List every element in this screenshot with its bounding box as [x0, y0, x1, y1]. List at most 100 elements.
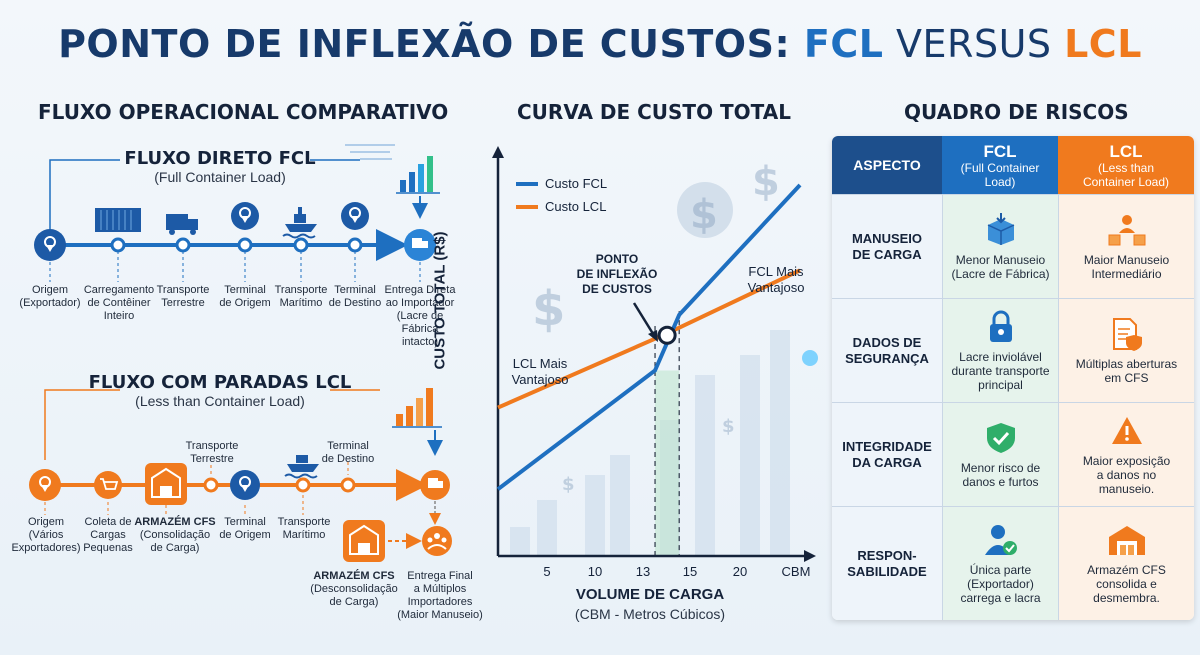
person-boxes-icon — [1108, 214, 1145, 245]
fcl-flow-subtitle: (Full Container Load) — [154, 169, 286, 185]
cell-fcl-handling: Menor Manuseio (Lacre de Fábrica) — [942, 194, 1058, 298]
lcl-node-truck — [203, 477, 219, 493]
lcl-node-ship — [295, 477, 311, 493]
svg-text:$: $ — [690, 192, 718, 238]
inflection-label: PONTO DE INFLEXÃO DE CUSTOS — [576, 252, 658, 296]
fcl-flow-heading: FLUXO DIRETO FCL (Full Container Load) — [100, 148, 340, 185]
lcl-step-label: Coleta de Cargas Pequenas — [83, 516, 133, 554]
lcl-step-label-sub: (Desconsolidação de Carga) — [310, 583, 398, 608]
lcl-pin-terminal-origin — [230, 470, 260, 500]
lcl-step-label-bold: ARMAZÉM CFS — [313, 570, 395, 582]
cell-text: Maior Manuseio Intermediário — [1083, 252, 1170, 281]
title-lcl: LCL — [1064, 22, 1142, 66]
cart-icon — [94, 471, 122, 499]
lcl-dropoff-node — [420, 470, 450, 500]
svg-text:$: $ — [562, 474, 575, 495]
lcl-step-label: Transporte Terrestre — [185, 440, 239, 465]
row-aspect-security: DADOS DE SEGURANÇA — [832, 298, 942, 402]
x-tick: CBM — [781, 564, 811, 579]
fcl-step-label: Terminal de Origem — [219, 284, 271, 309]
annotation-lcl: LCL Mais Vantajoso — [511, 356, 569, 387]
fcl-step-label: Transporte Terrestre — [156, 284, 210, 309]
cell-lcl-handling: Maior Manuseio Intermediário — [1058, 194, 1194, 298]
fcl-step-label: Origem (Exportador) — [19, 284, 81, 309]
fcl-origin-node — [34, 229, 66, 261]
x-tick: 20 — [732, 564, 748, 579]
cell-fcl-responsibility: Única parte (Exportador) carrega e lacra — [942, 506, 1058, 620]
header-lcl: LCL (Less than Container Load) — [1058, 136, 1194, 194]
x-axis-subtitle: (CBM - Metros Cúbicos) — [574, 606, 726, 622]
cell-text: Menor Manuseio (Lacre de Fábrica) — [951, 252, 1050, 281]
lcl-bars-icon — [392, 388, 443, 456]
fcl-node-ship — [293, 237, 309, 253]
lcl-step-label: ARMAZÉM CFS (Consolidação de Carga) — [130, 516, 220, 555]
header-fcl-title: FCL — [983, 141, 1017, 161]
title-fcl: FCL — [803, 22, 884, 66]
fcl-node-terminal-dest — [347, 237, 363, 253]
cell-lcl-integrity: Maior exposição a danos no manuseio. — [1058, 402, 1194, 506]
row-aspect-integrity: INTEGRIDADE DA CARGA — [832, 402, 942, 506]
cell-fcl-security: Lacre inviolável durante transporte prin… — [942, 298, 1058, 402]
lcl-step-label: Origem (Vários Exportadores) — [11, 516, 81, 554]
cell-lcl-responsibility: Armazém CFS consolida e desmembra. — [1058, 506, 1194, 620]
lcl-origin-node — [29, 469, 61, 501]
section-risks-heading: QUADRO DE RISCOS — [904, 100, 1129, 124]
pin-icon-dest-terminal — [341, 202, 369, 230]
header-fcl-sub: (Full Container Load) — [960, 160, 1040, 189]
fcl-node-terminal-origin — [237, 237, 253, 253]
lcl-step-label-bold: ARMAZÉM CFS — [134, 516, 216, 528]
lock-icon — [989, 310, 1012, 342]
legend-lcl-label: Custo LCL — [545, 199, 607, 214]
lcl-step-label: ARMAZÉM CFS (Desconsolidação de Carga) — [306, 570, 402, 609]
header-lcl-sub: (Less than Container Load) — [1082, 160, 1170, 189]
annotation-fcl: FCL Mais Vantajoso — [747, 264, 805, 295]
lcl-flow-title: FLUXO COM PARADAS LCL — [88, 372, 352, 393]
inflection-point — [657, 325, 677, 345]
section-flow-heading: FLUXO OPERACIONAL COMPARATIVO — [38, 100, 449, 124]
x-tick: 5 — [543, 564, 551, 579]
row-aspect-responsibility: RESPON- SABILIDADE — [832, 506, 942, 620]
x-tick: 15 — [682, 564, 698, 579]
fcl-step-label: Entrega Direta ao Importador (Lacre de F… — [384, 284, 456, 348]
lcl-ship-icon — [284, 455, 319, 479]
lcl-step-label: Terminal de Destino — [321, 440, 375, 465]
header-lcl-title: LCL — [1109, 141, 1143, 161]
x-axis-title: VOLUME DE CARGA — [575, 586, 725, 603]
user-check-icon — [984, 524, 1017, 555]
warehouse-icon-consolidation — [145, 463, 187, 505]
lcl-step-label: Terminal de Origem — [219, 516, 271, 541]
chart-deco-dollar: $ $ $ $ $ — [532, 159, 780, 495]
fcl-bars-icon — [396, 156, 440, 219]
ship-icon — [282, 207, 317, 239]
box-icon — [987, 212, 1014, 245]
shield-check-icon — [986, 422, 1015, 453]
warning-icon — [1111, 416, 1142, 444]
pin-icon-origin-terminal — [231, 202, 259, 230]
lcl-flow-subtitle: (Less than Container Load) — [135, 393, 305, 409]
lcl-node-terminal-dest — [340, 477, 356, 493]
cell-text: Armazém CFS consolida e desmembra. — [1087, 562, 1166, 605]
glow-dot — [802, 350, 818, 366]
inflection-arrow — [632, 302, 657, 338]
lcl-step-label: Transporte Marítimo — [277, 516, 331, 541]
lcl-flow-heading: FLUXO COM PARADAS LCL (Less than Contain… — [80, 372, 360, 409]
lcl-step-label: Entrega Final a Múltiplos Importadores (… — [397, 570, 483, 621]
svg-text:$: $ — [752, 159, 780, 205]
section-curve-heading: CURVA DE CUSTO TOTAL — [517, 100, 791, 124]
fcl-step-label: Transporte Marítimo — [274, 284, 328, 309]
cell-text: Lacre inviolável durante transporte prin… — [951, 349, 1050, 392]
title-versus: VERSUS — [883, 22, 1065, 66]
header-aspect: ASPECTO — [832, 136, 942, 194]
svg-text:$: $ — [532, 281, 565, 337]
y-axis-title: CUSTO TOTAL (R$) — [431, 231, 449, 370]
warehouse-icon-deconsolidation — [343, 520, 385, 562]
fcl-step-label: Carregamento de Contêiner Inteiro — [83, 284, 155, 322]
fcl-flow-title: FLUXO DIRETO FCL — [124, 148, 316, 169]
document-shield-icon — [1112, 317, 1142, 351]
page-title: PONTO DE INFLEXÃO DE CUSTOS: FCL VERSUS … — [0, 22, 1200, 66]
fcl-step-label: Terminal de Destino — [328, 284, 382, 309]
risk-table: ASPECTO FCL (Full Container Load) LCL (L… — [832, 136, 1194, 620]
row-aspect-handling: MANUSEIO DE CARGA — [832, 194, 942, 298]
fcl-node-truck — [175, 237, 191, 253]
